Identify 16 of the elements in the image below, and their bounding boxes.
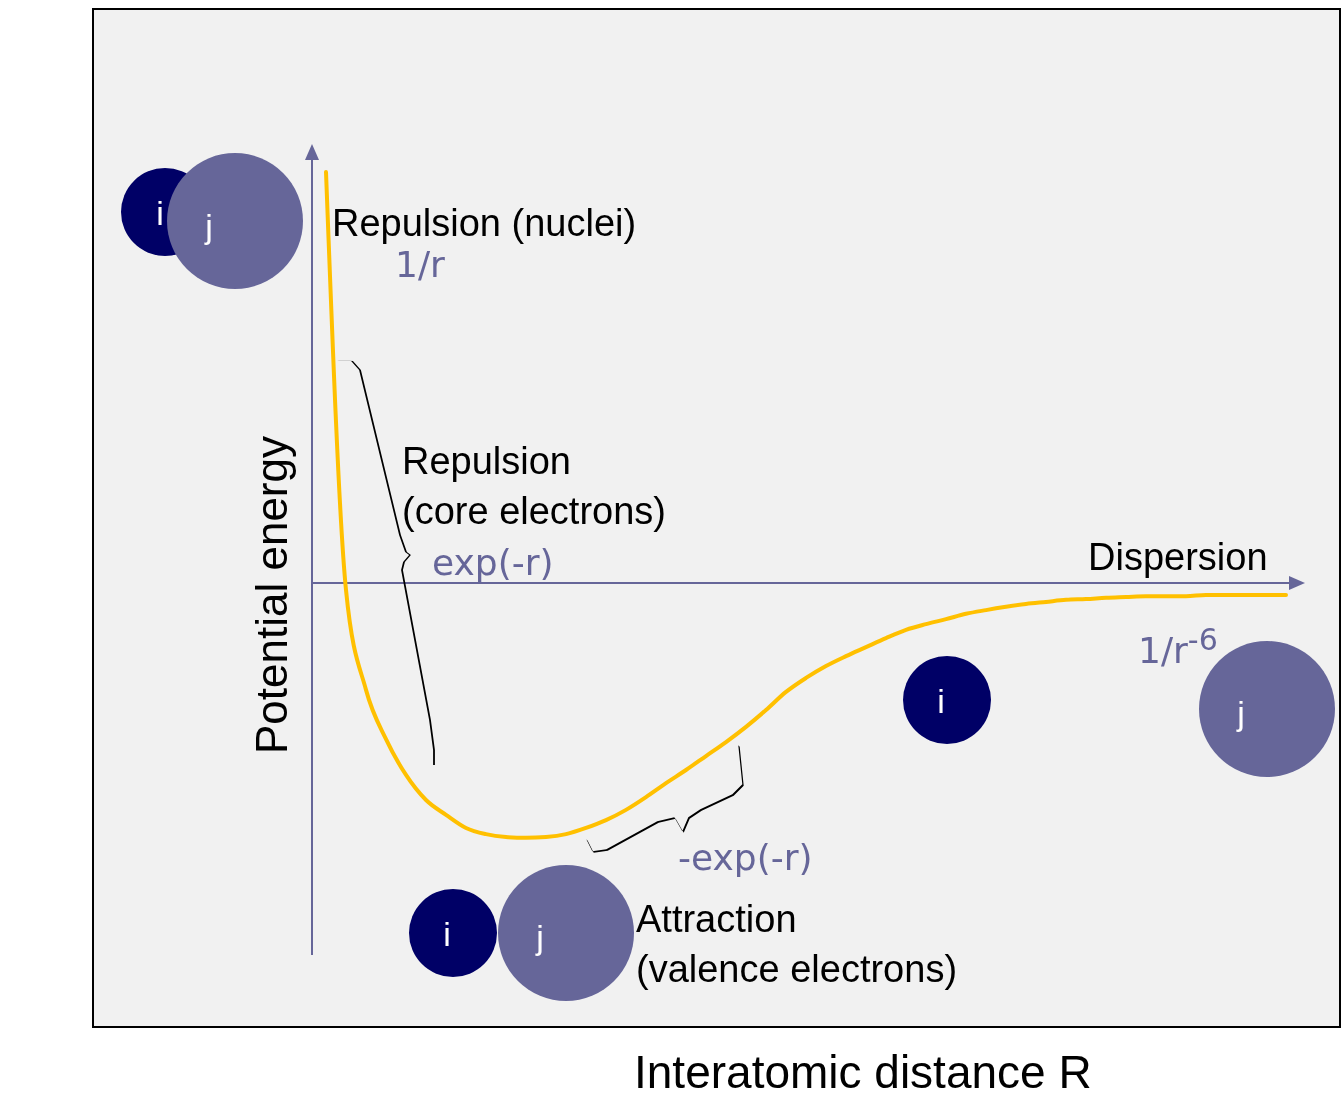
- x-axis-title: Interatomic distance R: [634, 1046, 1092, 1096]
- y-axis-title: Potential energy: [247, 436, 297, 754]
- annotation: i: [936, 681, 946, 721]
- annotation: j: [1235, 693, 1246, 733]
- text: i: [155, 193, 165, 233]
- annotation: Repulsion (nuclei): [332, 201, 637, 246]
- annotation: -exp(-r): [678, 836, 813, 880]
- text: i: [442, 914, 452, 954]
- text: Attraction (valence electrons): [636, 897, 958, 992]
- text: j: [534, 917, 545, 957]
- text: j: [203, 206, 214, 246]
- annotation: Dispersion: [1088, 535, 1268, 580]
- annotation: 1/r$^{-6}$: [1138, 621, 1218, 673]
- annotation: exp(-r): [432, 541, 554, 585]
- annotation: Repulsion (core electrons): [402, 439, 666, 534]
- annotation: 1/r: [395, 244, 445, 287]
